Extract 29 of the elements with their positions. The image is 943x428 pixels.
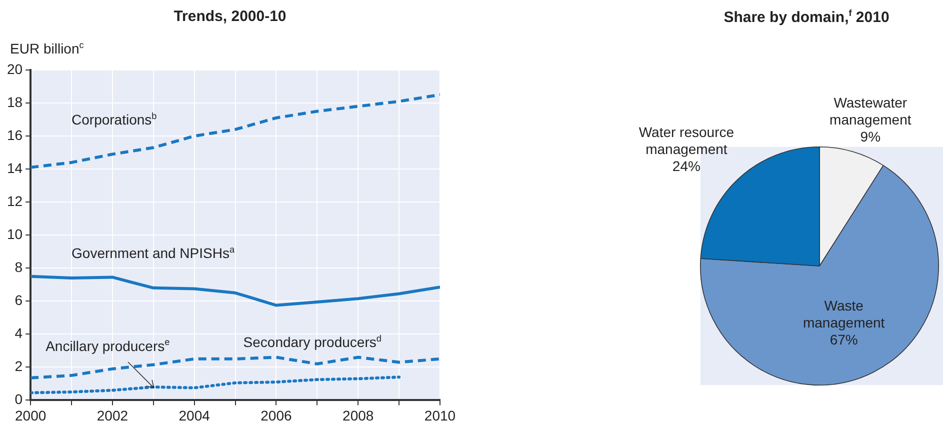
data-label: 24% bbox=[672, 158, 700, 174]
slice-label: Water resource management bbox=[638, 124, 734, 158]
data-label: 9% bbox=[860, 128, 881, 144]
x-tick-label: 2006 bbox=[260, 407, 292, 424]
y-tick-label: 0 bbox=[14, 391, 23, 408]
y-tick-label: 10 bbox=[6, 226, 23, 242]
data-label: 67% bbox=[830, 332, 858, 348]
line-series bbox=[30, 93, 440, 169]
y-tick-label: 12 bbox=[6, 192, 23, 209]
slice-label: Wastewater management bbox=[830, 94, 912, 128]
y-axis-title: EUR billion$^{c}$ bbox=[10, 40, 84, 57]
y-tick-label: 2 bbox=[14, 358, 23, 374]
line-series bbox=[30, 356, 440, 380]
line-series bbox=[30, 376, 401, 394]
y-tick-label: 6 bbox=[14, 292, 23, 308]
y-tick-label: 18 bbox=[6, 94, 23, 110]
x-tick-label: 2004 bbox=[178, 407, 210, 424]
y-tick-label: 16 bbox=[6, 126, 23, 143]
y-tick-label: 8 bbox=[14, 258, 23, 275]
chart-title: Share by domain,$^{f}$ 2010 bbox=[722, 8, 890, 26]
x-tick-label: 2002 bbox=[96, 407, 128, 424]
chart-title: Trends, 2000-10 bbox=[172, 8, 288, 25]
y-tick-label: 4 bbox=[14, 325, 23, 342]
y-tick-label: 14 bbox=[6, 160, 23, 176]
x-tick-label: 2000 bbox=[14, 407, 46, 424]
y-tick-label: 20 bbox=[6, 60, 23, 77]
x-tick-label: 2008 bbox=[342, 407, 374, 424]
slice-label: Waste management bbox=[802, 298, 885, 331]
x-tick-label: 2010 bbox=[424, 407, 456, 424]
